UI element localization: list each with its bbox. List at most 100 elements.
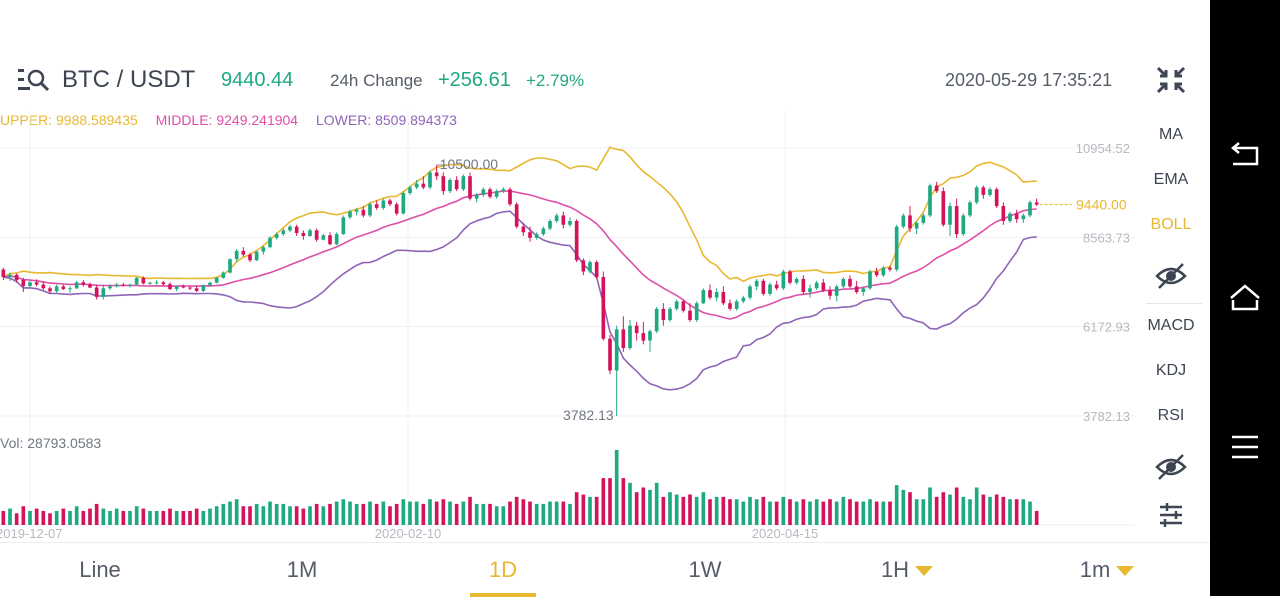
candle-body [648,331,652,341]
tab-1h[interactable]: 1H [862,557,952,583]
candle-body [61,286,66,290]
tab-line[interactable]: Line [79,557,121,582]
boll-lower-line [3,210,1037,391]
candle-body [101,288,106,297]
tab-1w[interactable]: 1W [688,557,722,582]
y-tick-label: 10954.52 [1076,141,1130,156]
volume-bar [854,501,859,525]
candle-body [768,284,772,294]
volume-bar [448,501,452,525]
volume-bar [674,494,679,525]
candle-body [748,286,752,298]
candle-body [21,280,26,287]
candle-body [634,325,639,334]
back-icon[interactable] [1229,140,1261,172]
candle-body [221,272,226,278]
active-tab-indicator [470,593,536,597]
tab-1m-minute[interactable]: 1m [1062,557,1152,583]
volume-bar [481,503,486,525]
axis-labels: 10954.52 8563.73 6172.93 3782.13 2019-12-07 2… [0,141,1130,541]
candle-body [954,206,959,235]
y-tick-label: 8563.73 [1083,230,1130,245]
home-icon[interactable] [1229,282,1261,314]
indicator-macd[interactable]: MACD [1147,317,1195,334]
volume-bar [508,501,512,525]
boll-lower-label: LOWER: 8509.894373 [315,112,457,128]
candle-body [68,288,72,290]
volume-bar [521,499,526,525]
indicator-ma[interactable]: MA [1159,126,1183,143]
candle-body [974,187,979,203]
candle-body [81,282,86,285]
candle-body [154,282,159,284]
candle-body [988,189,992,195]
candle-body [441,176,446,192]
candle-body [968,202,972,216]
volume-bar [528,501,532,525]
candle-body [1021,215,1026,220]
candle-body [234,250,239,260]
list-icon[interactable] [18,66,50,94]
indicator-kdj[interactable]: KDJ [1155,362,1187,379]
candle-body [494,191,499,197]
volume-bar [234,499,239,525]
candle-body [408,187,412,194]
volume-bar [514,496,519,525]
candle-body [401,193,406,214]
candle-body [894,226,899,270]
candle-body [308,230,312,236]
candle-body [254,251,259,261]
tab-1d[interactable]: 1D [488,557,518,582]
candle-body [608,338,612,371]
volume-bar [101,508,106,525]
candle-body [874,271,879,276]
candle-body [728,303,732,309]
tab-1m-month[interactable]: 1M [286,557,318,582]
candle-body [488,189,492,197]
candle-body [174,286,179,290]
volume-bar [221,503,226,525]
candle-body [414,183,419,188]
candle-body [181,286,186,288]
menu-icon[interactable] [1229,431,1261,463]
indicator-ema[interactable]: EMA [1153,171,1189,188]
collapse-icon[interactable] [1155,66,1187,94]
volume-bar [601,478,606,525]
ticker-header: BTC / USDT 9440.44 24h Change +256.61 +2… [0,60,1140,100]
settings-sliders-icon[interactable] [1155,501,1187,529]
volume-bar [141,508,146,525]
candle-body [48,288,52,292]
volume-bar [848,499,852,525]
price-chart[interactable]: 10954.52 8563.73 6172.93 3782.13 2019-12-07 2… [0,110,1140,542]
volume-bar [808,501,812,525]
volume-bar [281,503,286,525]
volume-bar [294,506,299,525]
trading-pair[interactable]: BTC / USDT [62,66,196,93]
volume-bar [874,501,879,525]
volume-bar [114,508,119,525]
candle-body [594,262,599,278]
volume-bar [534,503,539,525]
candle-body [294,226,299,233]
candle-body [248,254,252,261]
volume-bar [794,501,799,525]
candle-body [434,172,439,177]
eye-icon[interactable] [1155,453,1187,481]
volume-bar [214,506,219,525]
volume-bar [941,492,946,525]
change-label: 24h Change [330,71,423,90]
candle-body [374,204,379,208]
volume-bar [961,496,966,525]
volume-bar [274,503,279,525]
indicator-rsi[interactable]: RSI [1157,407,1185,424]
candle-body [934,185,939,192]
volume-bar [334,501,339,525]
volume-bar [654,482,659,525]
volume-bar [381,501,386,525]
volume-bar [368,501,372,525]
candle-body [328,235,332,245]
indicator-boll[interactable]: BOLL [1150,216,1192,233]
candle-body [781,271,786,289]
x-tick-label: 2020-04-15 [752,526,819,541]
eye-icon[interactable] [1155,262,1187,290]
